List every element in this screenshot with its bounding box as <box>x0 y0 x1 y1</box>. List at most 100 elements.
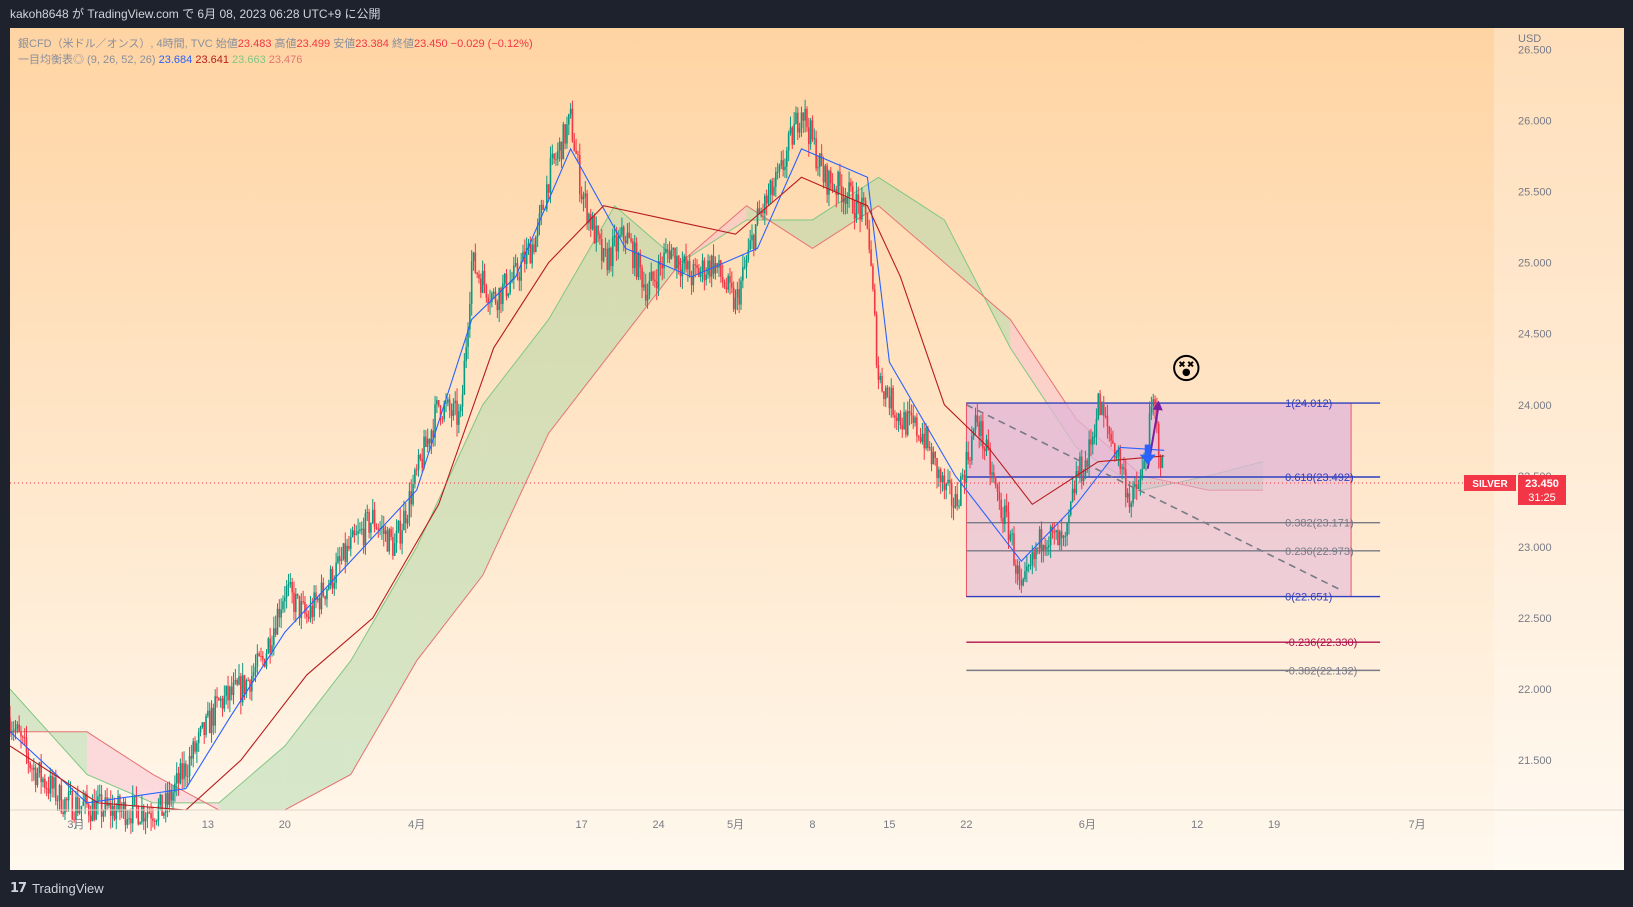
candle-body <box>692 264 695 286</box>
chart-frame: 1(24.012) 0.618(23.492) 0.382(23.171) 0.236… <box>10 28 1624 870</box>
candle-body <box>694 264 697 266</box>
candle-body <box>1143 460 1145 469</box>
candle-body <box>826 165 828 195</box>
candle-body <box>731 282 733 288</box>
candle-body <box>1079 456 1081 476</box>
candle-body <box>1141 468 1144 477</box>
kijun-sen-line <box>10 176 1165 811</box>
candle-body <box>1038 529 1041 549</box>
candle-body <box>787 133 790 151</box>
candle-body <box>635 242 638 278</box>
candle-body <box>996 485 999 492</box>
candle-body <box>1004 505 1006 525</box>
candle-body <box>1058 531 1061 546</box>
candle-body <box>223 695 226 709</box>
candle-body <box>1062 536 1065 538</box>
candle-body <box>128 818 130 820</box>
candle-body <box>987 439 990 449</box>
candle-body <box>437 400 440 406</box>
candle-body <box>179 763 182 784</box>
candle-body <box>1095 419 1098 437</box>
candle-body <box>1137 487 1140 489</box>
candle-body <box>917 436 920 438</box>
candle-body <box>1084 460 1087 479</box>
candle-body <box>31 768 33 770</box>
candle-body <box>12 730 15 732</box>
legend-ichimoku-label: 一目均衡表◎ (9, 26, 52, 26) <box>18 54 156 66</box>
candle-body <box>401 530 403 544</box>
candle-body <box>945 483 948 491</box>
candle-body <box>492 291 495 294</box>
candle-body <box>536 225 539 237</box>
candle-body <box>192 741 195 759</box>
candle-body <box>399 520 402 544</box>
candle-body <box>126 819 129 825</box>
candle-body <box>720 260 722 277</box>
candle-body <box>952 505 955 508</box>
candle-body <box>117 796 119 811</box>
emoji-annotation: 😵 <box>1171 352 1202 387</box>
candle-body <box>654 279 656 282</box>
candle-body <box>883 391 885 400</box>
candle-body <box>740 280 742 305</box>
candle-body <box>721 276 724 283</box>
candle-body <box>681 263 684 277</box>
candle-body <box>33 767 35 770</box>
candle-body <box>498 287 500 311</box>
candle-body <box>589 213 592 230</box>
candle-body <box>868 228 871 250</box>
candle-body <box>578 155 581 195</box>
tradingview-logo-icon: 17 <box>10 881 27 896</box>
candle-body <box>1037 548 1039 550</box>
candle-body <box>967 452 969 460</box>
candle-body <box>260 655 262 657</box>
candle-body <box>23 736 26 738</box>
price-chart[interactable]: 1(24.012) 0.618(23.492) 0.382(23.171) 0.236… <box>10 28 1624 870</box>
candle-body <box>873 289 876 315</box>
tradingview-logo[interactable]: 17 TradingView <box>10 881 104 896</box>
candle-body <box>888 396 891 409</box>
candle-body <box>1044 544 1046 550</box>
candle-body <box>406 518 409 524</box>
candle-body <box>1002 517 1004 525</box>
price-axis-panel <box>1494 28 1624 870</box>
candle-body <box>593 216 596 244</box>
legend-ichi-kijun: 23.641 <box>195 54 229 66</box>
candle-body <box>516 263 519 277</box>
candle-body <box>971 436 973 461</box>
candle-body <box>1102 404 1105 416</box>
candle-body <box>434 404 436 438</box>
candle-body <box>870 249 872 266</box>
candle-body <box>1060 531 1063 538</box>
legend-ichi-spanA: 23.663 <box>232 54 266 66</box>
candle-body <box>146 812 149 819</box>
candle-body <box>454 400 456 404</box>
candle-body <box>309 605 312 619</box>
candle-body <box>546 184 548 210</box>
y-tick-label: 22.500 <box>1518 613 1552 625</box>
candle-body <box>148 812 151 814</box>
candle-body <box>707 260 709 275</box>
candle-body <box>395 530 398 544</box>
candle-body <box>205 715 207 736</box>
candle-body <box>914 417 916 423</box>
candle-body <box>1011 533 1013 535</box>
candle-body <box>663 252 665 269</box>
candle-body <box>397 520 400 531</box>
candle-body <box>895 417 898 422</box>
brand-name: TradingView <box>32 881 104 896</box>
candle-body <box>1018 565 1021 581</box>
candle-body <box>22 736 24 738</box>
candle-body <box>1090 439 1092 445</box>
candle-body <box>436 400 438 405</box>
candle-body <box>679 269 682 277</box>
candle-body <box>445 402 447 404</box>
candle-body <box>408 491 411 519</box>
y-tick-label: 22.000 <box>1518 684 1552 696</box>
candle-body <box>701 260 704 272</box>
candle-body <box>677 255 680 270</box>
candle-body <box>469 303 471 330</box>
candle-body <box>53 777 55 789</box>
candle-body <box>806 108 808 128</box>
candle-body <box>109 802 112 816</box>
